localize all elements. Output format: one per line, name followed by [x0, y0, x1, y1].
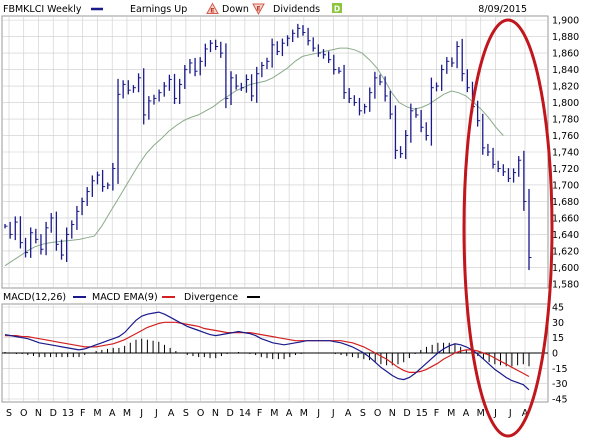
x-tick-label: A	[286, 408, 293, 419]
x-tick-label: J	[139, 408, 143, 419]
chart-date: 8/09/2015	[478, 4, 527, 15]
x-tick-label: 13	[62, 408, 74, 419]
dividends-label: Dividends	[273, 4, 320, 15]
x-tick-label: F	[434, 408, 439, 419]
svg-text:E: E	[256, 6, 260, 13]
x-tick-label: J	[154, 408, 158, 419]
x-axis: S O N D 13 F M A M J J A S O N D 14 F M A M J J A S O N D 15 F M A M J J A	[6, 408, 529, 419]
x-tick-label: M	[123, 408, 131, 419]
macd-ema-label: MACD EMA(9)	[92, 292, 158, 303]
svg-text:E: E	[210, 7, 214, 15]
down-label: Down	[222, 4, 249, 15]
macd-y-tick: 15	[552, 333, 564, 344]
macd-y-axis: 45 30 15 0 -15 -30 -45	[552, 303, 568, 406]
price-y-tick: 1,860	[552, 49, 579, 60]
moving-average-line	[4, 47, 504, 267]
price-y-tick: 1,820	[552, 82, 579, 93]
macd-line	[4, 311, 530, 391]
divergence-histogram	[4, 338, 530, 367]
x-tick-label: M	[477, 408, 485, 419]
x-tick-label: D	[403, 408, 410, 419]
price-y-tick: 1,620	[552, 246, 579, 257]
x-tick-label: M	[300, 408, 308, 419]
highlight-ellipse	[462, 18, 554, 438]
macd-y-tick: -15	[552, 364, 568, 375]
price-y-tick: 1,740	[552, 148, 579, 159]
x-tick-label: J	[508, 408, 512, 419]
price-y-tick: 1,780	[552, 115, 579, 126]
macd-grid	[2, 304, 548, 402]
macd-label: MACD(12,26)	[3, 292, 66, 303]
price-y-tick: 1,800	[552, 98, 579, 109]
x-tick-label: D	[50, 408, 57, 419]
symbol-label: FBMKLCI Weekly	[3, 4, 82, 15]
x-tick-label: N	[212, 408, 219, 419]
price-y-tick: 1,900	[552, 16, 579, 27]
x-tick-label: J	[493, 408, 497, 419]
macd-y-tick: -45	[552, 395, 568, 406]
earnings-up-icon: E	[206, 2, 219, 15]
x-tick-label: M	[447, 408, 455, 419]
price-y-tick: 1,840	[552, 65, 579, 76]
macd-y-tick: -30	[552, 379, 568, 390]
price-y-tick: 1,640	[552, 230, 579, 241]
earnings-up-label: Earnings Up	[130, 4, 187, 15]
macd-y-tick: 30	[552, 318, 564, 329]
x-tick-label: O	[20, 408, 27, 419]
x-tick-label: 15	[416, 408, 428, 419]
x-tick-label: S	[360, 408, 366, 419]
divergence-label: Divergence	[184, 292, 238, 303]
x-tick-label: A	[345, 408, 352, 419]
price-y-tick: 1,760	[552, 131, 579, 142]
x-tick-label: J	[331, 408, 335, 419]
macd-y-tick: 45	[552, 303, 564, 314]
price-bars	[4, 23, 532, 271]
price-y-tick: 1,580	[552, 279, 579, 290]
earnings-down-icon: E	[252, 3, 265, 16]
x-tick-label: F	[257, 408, 262, 419]
x-tick-label: F	[80, 408, 85, 419]
price-y-tick: 1,700	[552, 180, 579, 191]
x-tick-label: N	[35, 408, 42, 419]
x-tick-label: O	[197, 408, 204, 419]
svg-text:D: D	[334, 5, 340, 14]
x-tick-label: N	[389, 408, 396, 419]
x-tick-label: D	[226, 408, 233, 419]
x-tick-label: S	[6, 408, 12, 419]
x-tick-label: A	[463, 408, 470, 419]
price-y-tick: 1,720	[552, 164, 579, 175]
macd-ema-line	[5, 321, 530, 378]
x-tick-label: A	[168, 408, 175, 419]
price-y-tick: 1,680	[552, 197, 579, 208]
price-y-axis: 1,900 1,880 1,860 1,840 1,820 1,800 1,780 1,760…	[552, 16, 579, 291]
x-tick-label: A	[109, 408, 116, 419]
x-tick-label: O	[374, 408, 381, 419]
x-tick-label: 14	[239, 408, 251, 419]
x-tick-label: S	[183, 408, 189, 419]
x-tick-label: J	[316, 408, 320, 419]
x-tick-label: M	[270, 408, 278, 419]
macd-y-tick: 0	[552, 349, 558, 360]
price-y-tick: 1,660	[552, 213, 579, 224]
x-tick-label: A	[522, 408, 529, 419]
price-y-tick: 1,880	[552, 32, 579, 43]
x-tick-label: M	[93, 408, 101, 419]
price-y-tick: 1,600	[552, 263, 579, 274]
dividend-icon: D	[332, 3, 342, 14]
